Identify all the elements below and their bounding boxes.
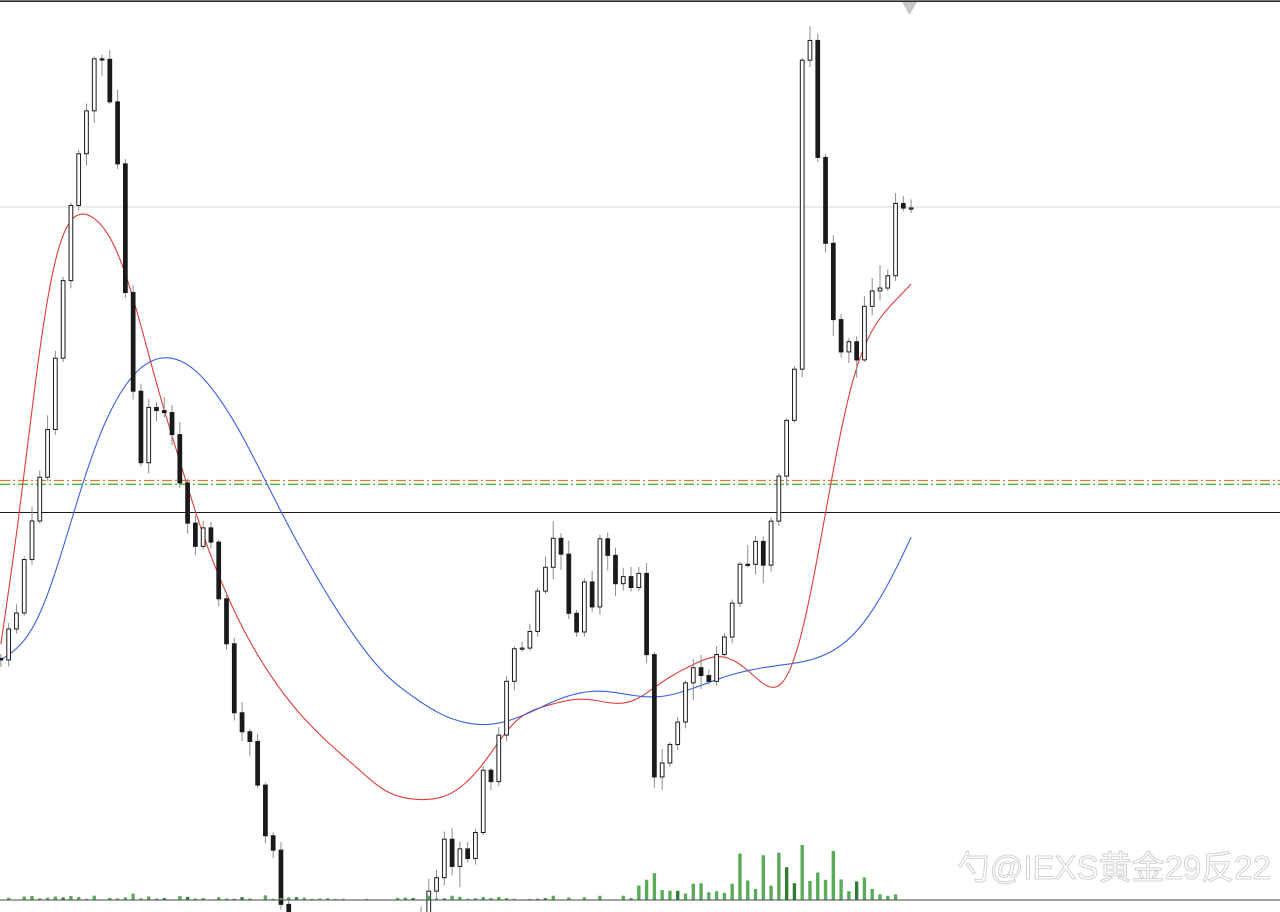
- svg-text:勺@IEXS黄金29反22: 勺@IEXS黄金29反22: [957, 849, 1271, 886]
